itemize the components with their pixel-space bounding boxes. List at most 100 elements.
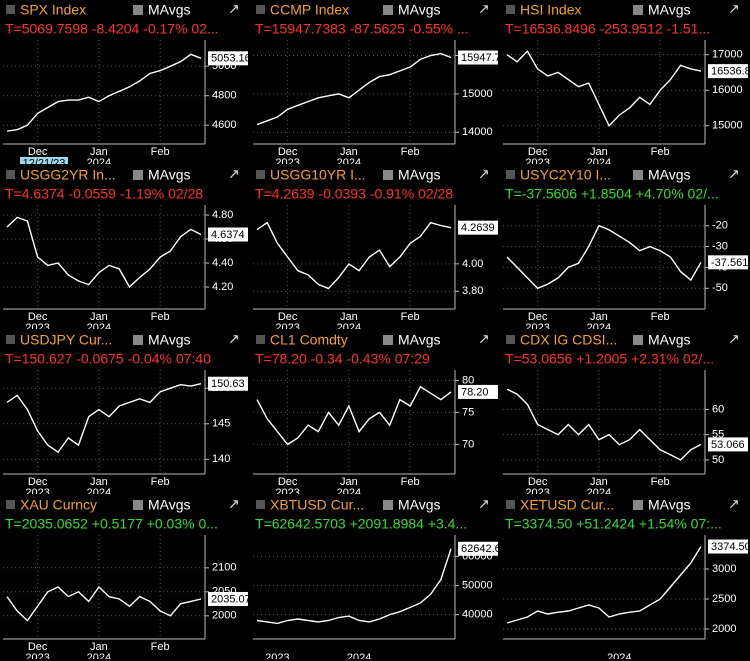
indicator-checkbox[interactable] (633, 170, 643, 180)
panel-icon[interactable] (256, 5, 265, 14)
x-tick-label: Feb (151, 146, 170, 158)
x-year-label: 2023 (275, 157, 299, 169)
y-tick-label: 50000 (462, 579, 493, 591)
ticker-line: T=15947.7383 -87.5625 -0.55% ... (255, 21, 469, 37)
x-year-label: 2024 (587, 322, 611, 334)
indicator-checkbox[interactable] (383, 5, 393, 15)
last-value-label: 62642.62 (461, 543, 507, 555)
price-line (506, 388, 702, 461)
x-year-label: 2024 (337, 487, 361, 499)
price-line (6, 585, 202, 622)
last-value-box (458, 220, 498, 235)
last-value-label: 78.20 (461, 386, 489, 398)
chart-title: CCMP Index (270, 2, 349, 18)
chart-panel: XBTUSD Cur... MAvgs ↗ T=62642.5703 +2091.89… (250, 495, 507, 659)
panel-icon[interactable] (506, 170, 515, 179)
y-tick-label: 50 (712, 454, 724, 466)
expand-icon[interactable]: ↗ (478, 496, 490, 512)
x-tick-label: Jan (340, 146, 358, 158)
panel-bg (0, 330, 248, 494)
x-tick-label: Dec (28, 476, 48, 488)
y-tick-label: 40000 (462, 609, 493, 621)
ticker-line: T=5069.7598 -8.4204 -0.17% 02... (5, 21, 219, 37)
panel-icon[interactable] (506, 335, 515, 344)
panel-icon[interactable] (256, 500, 265, 509)
indicator-checkbox[interactable] (383, 335, 393, 345)
indicator-checkbox[interactable] (633, 5, 643, 15)
chart-title: CDX IG CDSI... (520, 332, 617, 348)
panel-icon[interactable] (6, 5, 15, 14)
indicator-label: MAvgs (648, 2, 691, 18)
chart-title: SPX Index (20, 2, 86, 18)
panel-icon[interactable] (6, 335, 15, 344)
last-value-label: 15947.74 (461, 52, 507, 64)
last-value-label: 4.6374 (211, 229, 245, 241)
expand-icon[interactable]: ↗ (728, 1, 740, 17)
x-tick-label: Dec (528, 476, 548, 488)
indicator-checkbox[interactable] (133, 500, 143, 510)
panel-icon[interactable] (256, 170, 265, 179)
y-tick-label: 16000 (712, 84, 743, 96)
panel-icon[interactable] (6, 170, 15, 179)
indicator-label: MAvgs (148, 167, 191, 183)
chart-title: USGG2YR In... (20, 167, 116, 183)
panel-icon[interactable] (506, 5, 515, 14)
x-tick-label: Dec (28, 641, 48, 653)
price-line (256, 385, 452, 446)
x-tick-label: Dec (278, 476, 298, 488)
y-tick-label: 4600 (212, 119, 236, 131)
x-year-label: 2023 (525, 487, 549, 499)
expand-icon[interactable]: ↗ (228, 1, 240, 17)
panel-icon[interactable] (506, 500, 515, 509)
indicator-checkbox[interactable] (133, 170, 143, 180)
chart-title: XBTUSD Cur... (270, 497, 364, 513)
ticker-line: T=4.6374 -0.0559 -1.19% 02/28 (5, 186, 203, 202)
last-value-label: 2035.07 (211, 593, 251, 605)
expand-icon[interactable]: ↗ (228, 331, 240, 347)
last-value-box (708, 539, 748, 554)
expand-icon[interactable]: ↗ (728, 496, 740, 512)
indicator-checkbox[interactable] (383, 500, 393, 510)
last-value-label: 16536.85 (711, 66, 750, 78)
y-tick-label: 15000 (712, 120, 743, 132)
x-year-label: 2023 (275, 487, 299, 499)
chart-panel: CCMP Index MAvgs ↗ T=15947.7383 -87.5625 -0… (250, 0, 507, 169)
price-line (506, 546, 702, 624)
expand-icon[interactable]: ↗ (478, 1, 490, 17)
chart-panel: USGG10YR I... MAvgs ↗ T=4.2639 -0.0393 -0.9… (250, 165, 498, 334)
cursor-box (20, 157, 68, 164)
ticker-line: T=3374.50 +51.2424 +1.54% 07:... (505, 516, 722, 532)
x-tick-label: Dec (528, 311, 548, 323)
chart-title: USGG10YR I... (270, 167, 366, 183)
indicator-checkbox[interactable] (633, 335, 643, 345)
x-year-label: 2024 (87, 322, 111, 334)
indicator-checkbox[interactable] (633, 500, 643, 510)
expand-icon[interactable]: ↗ (728, 331, 740, 347)
panel-bg (250, 495, 498, 659)
panel-icon[interactable] (256, 335, 265, 344)
indicator-checkbox[interactable] (133, 335, 143, 345)
chart-panel: XETUSD Cur... MAvgs ↗ T=3374.50 +51.2424 +1… (500, 495, 748, 659)
expand-icon[interactable]: ↗ (228, 166, 240, 182)
x-year-label: 2024 (337, 322, 361, 334)
indicator-checkbox[interactable] (383, 170, 393, 180)
chart-title: USDJPY Cur... (20, 332, 112, 348)
y-tick-label: 14000 (462, 126, 493, 138)
x-year-label: 2024 (87, 157, 111, 169)
ticker-line: T=53.0656 +1.2005 +2.31% 02/... (505, 351, 714, 367)
expand-icon[interactable]: ↗ (478, 166, 490, 182)
expand-icon[interactable]: ↗ (728, 166, 740, 182)
x-year-label: 2023 (25, 487, 49, 499)
x-tick-label: Feb (151, 476, 170, 488)
expand-icon[interactable]: ↗ (478, 331, 490, 347)
panel-icon[interactable] (6, 500, 15, 509)
x-tick-label: Feb (651, 146, 670, 158)
expand-icon[interactable]: ↗ (228, 496, 240, 512)
panel-bg (500, 495, 748, 659)
indicator-checkbox[interactable] (133, 5, 143, 15)
chart-panel: HSI Index MAvgs ↗ T=16536.8496 -253.9512 -1… (500, 0, 750, 164)
y-tick-label: 15000 (462, 88, 493, 100)
last-value-box (708, 64, 748, 79)
panel-bg (250, 165, 498, 329)
x-tick-label: Jan (590, 146, 608, 158)
